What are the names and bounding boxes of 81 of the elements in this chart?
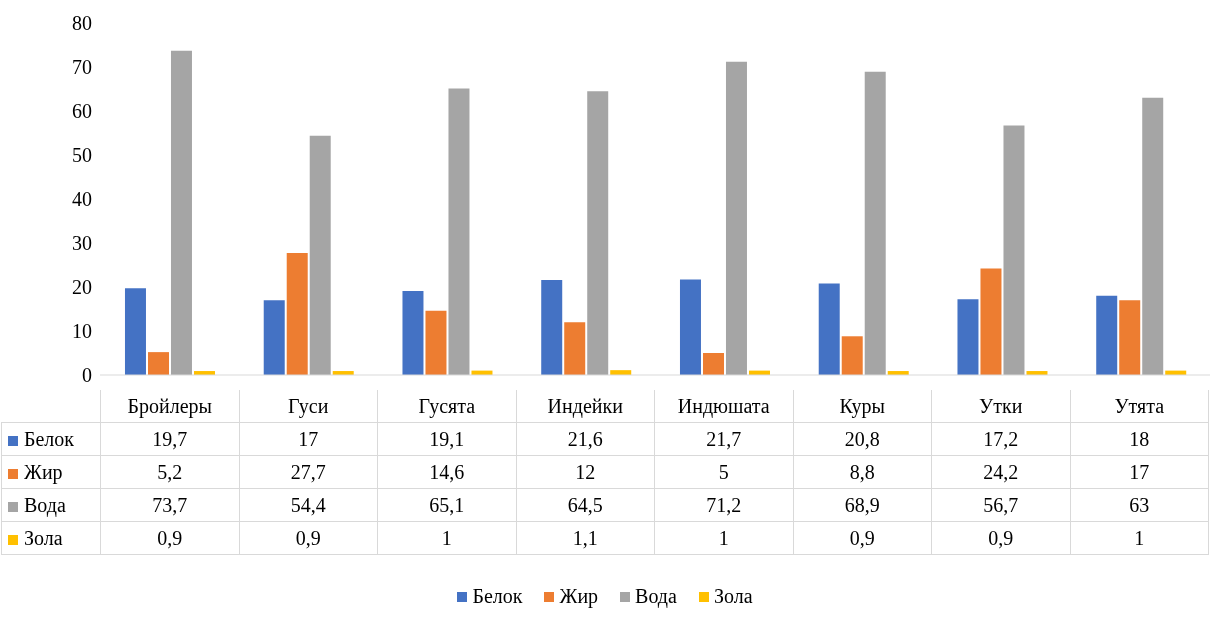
bar: [818, 283, 840, 375]
data-label: 14,6: [377, 455, 516, 489]
bar: [425, 310, 447, 375]
x-tick-label: Гуси: [239, 390, 378, 423]
bar: [1142, 97, 1164, 375]
bar: [980, 268, 1002, 375]
y-tick-label: 30: [72, 232, 92, 255]
bar: [286, 253, 308, 375]
x-tick-label: Куры: [793, 390, 932, 423]
data-label: 56,7: [931, 488, 1070, 522]
data-label: 54,4: [239, 488, 378, 522]
bar: [1096, 295, 1118, 375]
y-tick-label: 20: [72, 276, 92, 299]
data-label: 27,7: [239, 455, 378, 489]
text: Зола: [713, 585, 753, 607]
data-label: 17: [239, 422, 378, 456]
data-label: 0,9: [931, 521, 1070, 555]
bar: [309, 135, 331, 375]
y-tick-label: 0: [82, 364, 92, 387]
bar: [864, 71, 886, 375]
data-label: 1: [377, 521, 516, 555]
bar: [124, 288, 146, 375]
bar: [402, 290, 424, 375]
data-label: 0,9: [100, 521, 239, 555]
legend-label: Зола: [1, 521, 101, 555]
bar: [702, 353, 724, 375]
bar: [170, 50, 192, 375]
data-label: 63: [1070, 488, 1209, 522]
data-label: 71,2: [654, 488, 793, 522]
data-label: 65,1: [377, 488, 516, 522]
text: Жир: [559, 585, 599, 607]
legend-label: Белок: [1, 422, 101, 456]
data-label: 21,6: [516, 422, 655, 456]
data-label: 1: [1070, 521, 1209, 555]
data-label: 17: [1070, 455, 1209, 489]
data-label: 0,9: [239, 521, 378, 555]
data-label: 8,8: [793, 455, 932, 489]
data-label: 1: [654, 521, 793, 555]
bar: [1119, 300, 1141, 375]
data-label: 24,2: [931, 455, 1070, 489]
data-label: 18: [1070, 422, 1209, 456]
data-label: 17,2: [931, 422, 1070, 456]
data-label: 19,1: [377, 422, 516, 456]
bar: [679, 279, 701, 375]
legend-label: Вода: [1, 488, 101, 522]
y-tick-label: 40: [72, 188, 92, 211]
bar: [957, 299, 979, 375]
bar: [841, 336, 863, 375]
x-tick-label: Индейки: [516, 390, 655, 423]
data-label: 12: [516, 455, 655, 489]
data-label: 21,7: [654, 422, 793, 456]
x-tick-label: Утки: [931, 390, 1070, 423]
y-tick-label: 80: [72, 12, 92, 35]
data-label: 68,9: [793, 488, 932, 522]
data-label: 73,7: [100, 488, 239, 522]
y-tick-label: 10: [72, 320, 92, 343]
bar: [448, 88, 470, 375]
bar: [564, 322, 586, 375]
y-tick-label: 70: [72, 56, 92, 79]
bar: [587, 91, 609, 375]
x-tick-label: Индюшата: [654, 390, 793, 423]
text: Белок: [472, 585, 523, 607]
data-label: 5: [654, 455, 793, 489]
y-tick-label: 60: [72, 100, 92, 123]
y-tick-label: 50: [72, 144, 92, 167]
bar: [263, 300, 285, 375]
bar: [725, 61, 747, 375]
text: Вода: [635, 585, 677, 607]
data-label: 64,5: [516, 488, 655, 522]
bar: [1003, 125, 1025, 375]
data-label: 1,1: [516, 521, 655, 555]
x-tick-label: Бройлеры: [100, 390, 239, 423]
x-tick-label: Утята: [1070, 390, 1209, 423]
data-label: 20,8: [793, 422, 932, 456]
bar: [147, 352, 169, 375]
data-label: 5,2: [100, 455, 239, 489]
bar: [541, 279, 563, 375]
data-label: 19,7: [100, 422, 239, 456]
x-tick-label: Гусята: [377, 390, 516, 423]
legend-label: Жир: [1, 455, 101, 489]
data-label: 0,9: [793, 521, 932, 555]
